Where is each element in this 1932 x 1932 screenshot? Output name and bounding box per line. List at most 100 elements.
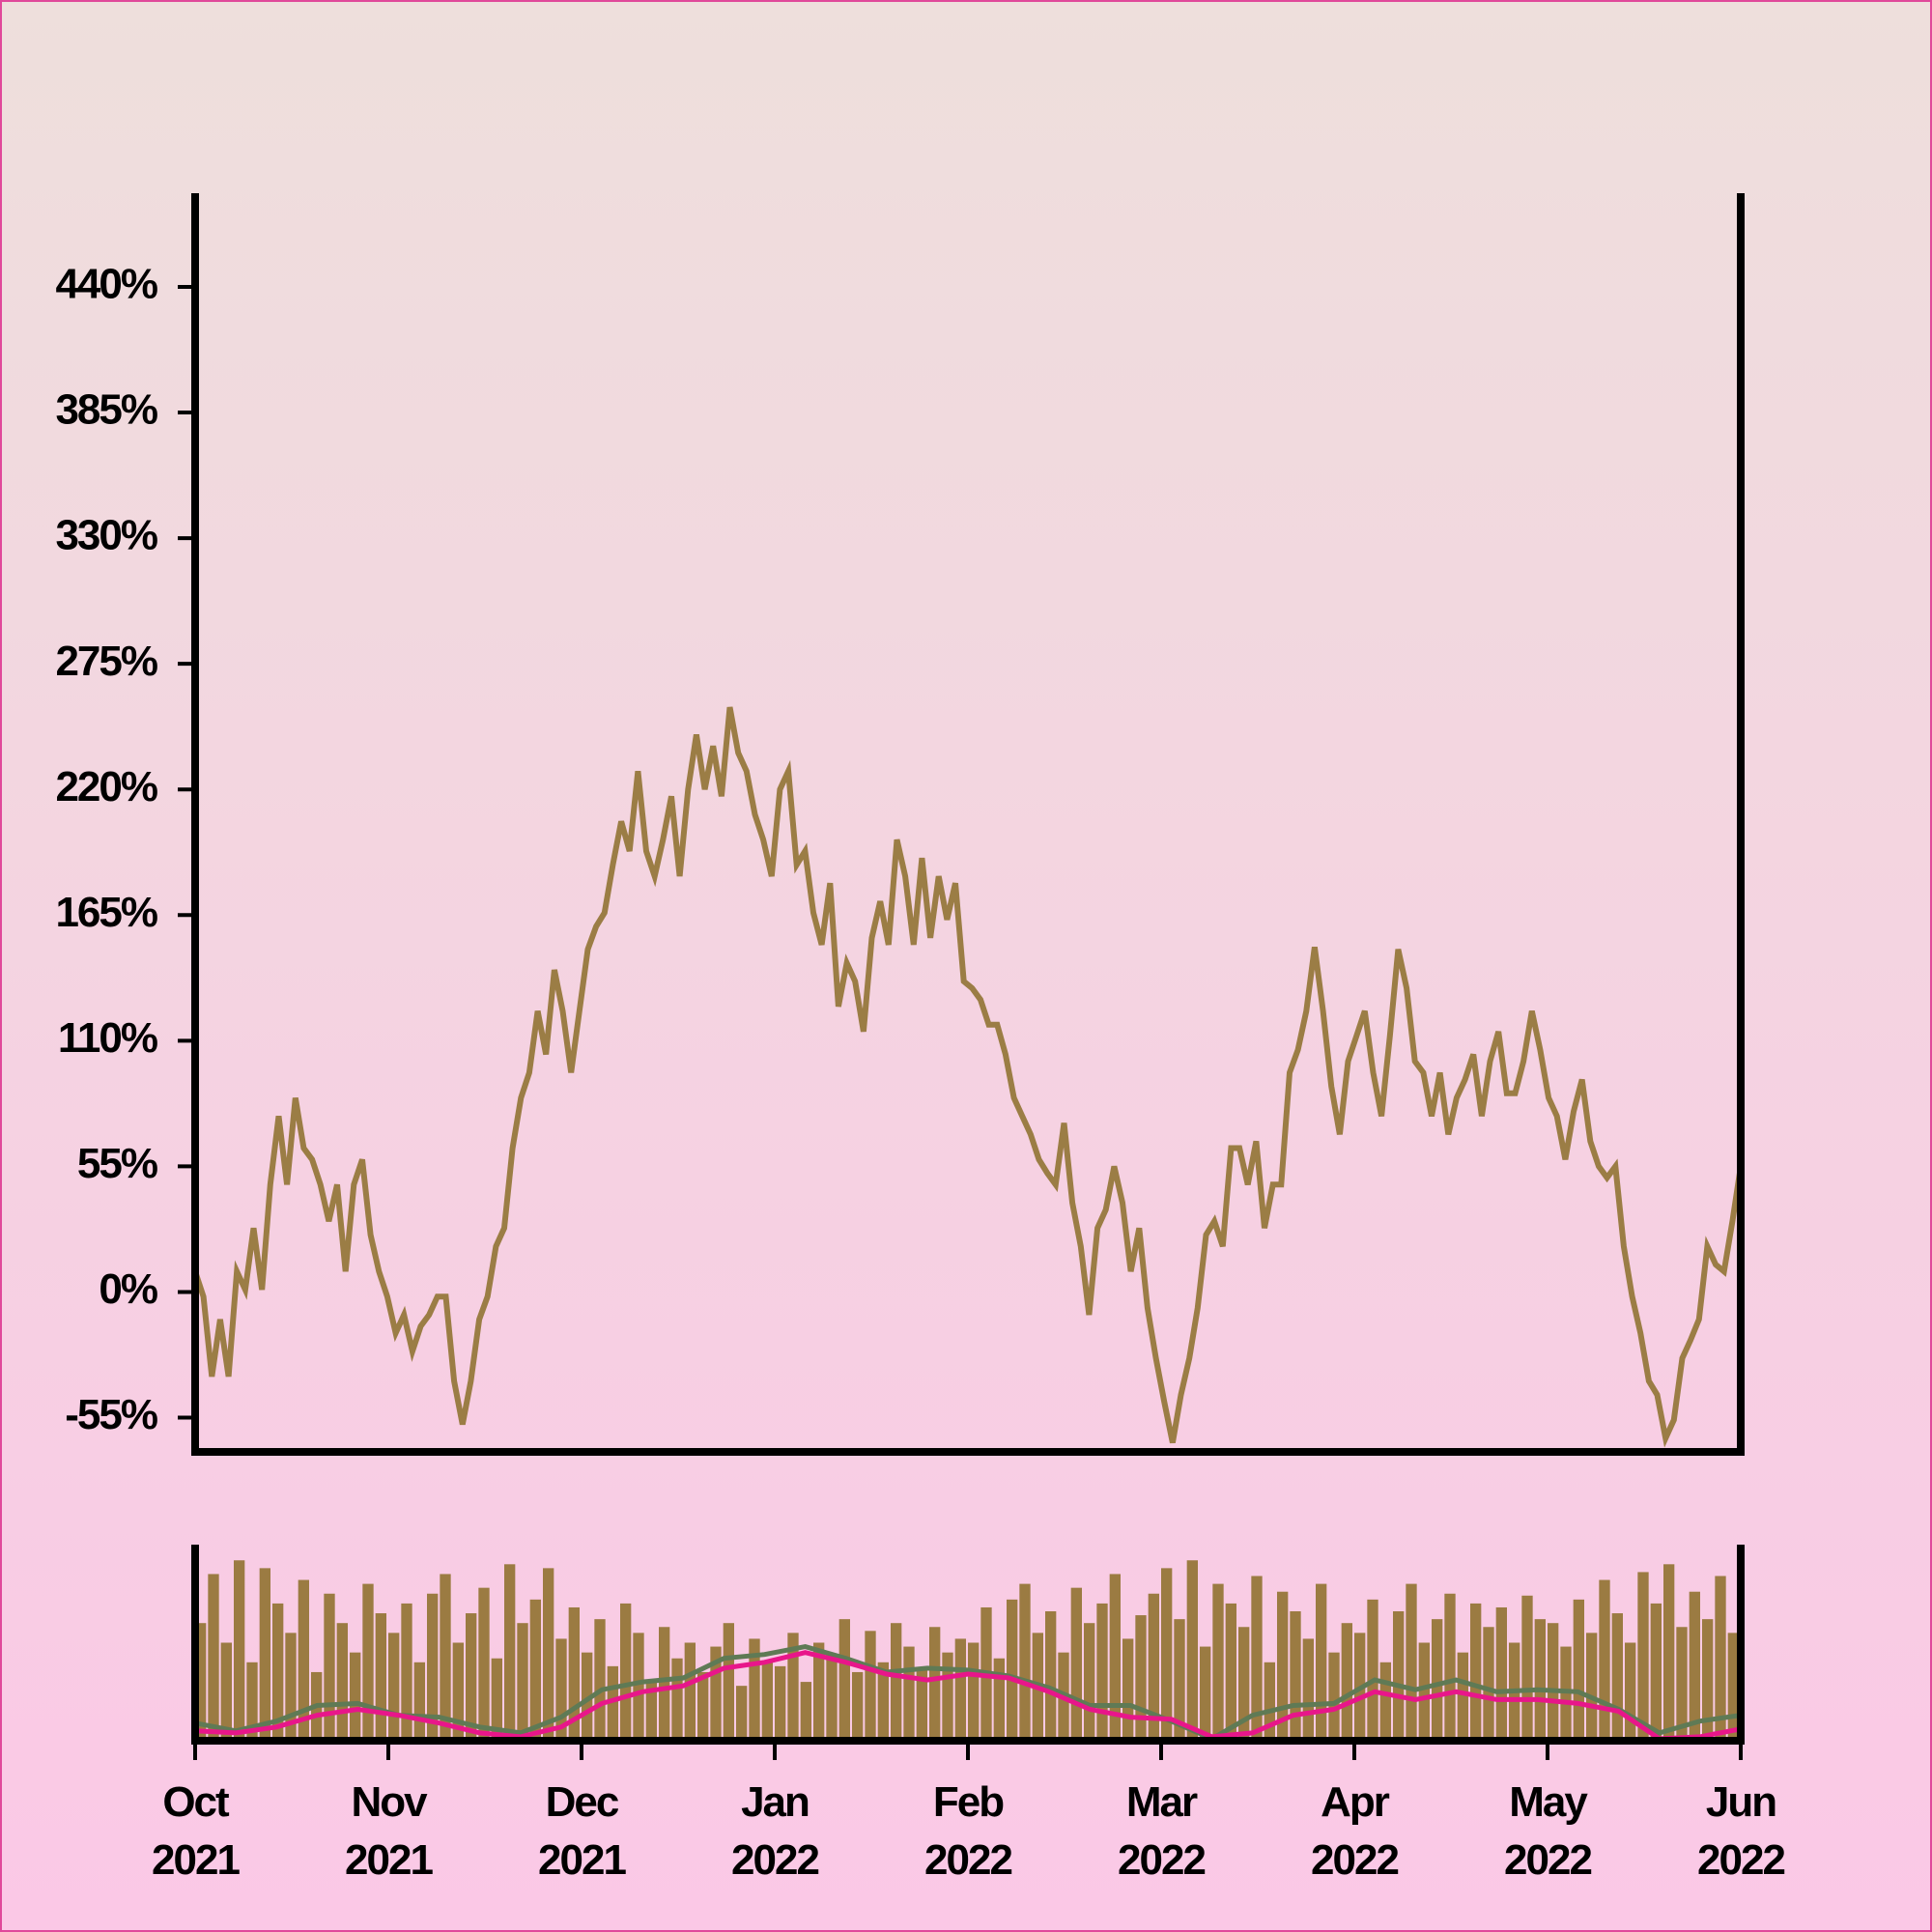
volume-bar [903, 1646, 915, 1741]
y-tick-label: 165% [55, 889, 156, 936]
volume-bar [1676, 1627, 1688, 1741]
volume-bar [440, 1574, 451, 1741]
volume-bar [582, 1652, 593, 1741]
volume-bar [195, 1623, 207, 1741]
volume-bar [208, 1574, 219, 1741]
x-tick-label-line: 2022 [924, 1836, 1011, 1884]
volume-bar [1084, 1623, 1095, 1741]
x-tick-label: Jan 2022 [731, 1778, 818, 1884]
volume-bar [659, 1627, 670, 1741]
volume-bar [736, 1686, 748, 1741]
x-tick-label-line: 2021 [345, 1836, 433, 1884]
volume-bar [1109, 1574, 1121, 1741]
volume-bar [1186, 1560, 1198, 1741]
x-tick-label: May 2022 [1504, 1778, 1591, 1884]
volume-bar [1573, 1599, 1584, 1741]
volume-bar [891, 1623, 902, 1741]
volume-bar [633, 1633, 644, 1741]
volume-bar [1135, 1615, 1147, 1741]
volume-bar [723, 1623, 734, 1741]
volume-bar [272, 1603, 284, 1741]
volume-bar [916, 1669, 927, 1741]
volume-bar [645, 1682, 657, 1741]
volume-bar [1200, 1646, 1211, 1741]
volume-bar [993, 1658, 1005, 1741]
volume-bar [1470, 1603, 1482, 1741]
volume-bar [710, 1646, 722, 1741]
volume-bar [1521, 1595, 1533, 1741]
volume-bar [1727, 1633, 1739, 1741]
volume-bar [1225, 1603, 1236, 1741]
volume-bar [336, 1623, 348, 1741]
volume-bar [826, 1654, 838, 1741]
volume-bar [1367, 1599, 1378, 1741]
x-tick-label-line: Jan [741, 1778, 809, 1826]
moving-average [194, 1644, 1742, 1742]
volume-bar [1148, 1593, 1159, 1741]
volume-bar [568, 1606, 580, 1741]
volume-bar [1702, 1619, 1714, 1741]
volume-bar [1611, 1613, 1623, 1741]
volume-bar [775, 1665, 786, 1741]
volume-bar [350, 1652, 361, 1741]
volume-bar [1277, 1591, 1289, 1741]
volume-bar [1238, 1627, 1250, 1741]
y-tick-label: 440% [55, 261, 156, 308]
volume-bar [1534, 1619, 1546, 1741]
volume-bar [607, 1665, 618, 1741]
y-tick-label: 110% [58, 1014, 157, 1062]
x-tick-label: Jun 2022 [1697, 1778, 1784, 1884]
volume-bar [466, 1613, 477, 1741]
y-tick-label: 0% [99, 1265, 156, 1313]
volume-bar [1122, 1638, 1134, 1741]
volume-bar [1019, 1583, 1031, 1741]
volume-bar [362, 1583, 374, 1741]
volume-bar [1096, 1603, 1108, 1741]
volume-bar [1586, 1633, 1598, 1741]
volume-bar [852, 1671, 864, 1741]
volume-bar [1548, 1623, 1559, 1741]
volume-bar [942, 1652, 953, 1741]
volume-bar [749, 1638, 760, 1741]
volume-bar [594, 1619, 606, 1741]
x-tick-label-line: 2021 [152, 1836, 240, 1884]
volume-bar [452, 1642, 464, 1741]
volume-bar [1715, 1576, 1726, 1741]
volume-bar [1406, 1583, 1417, 1741]
volume-bar [1007, 1599, 1018, 1741]
volume-bar [1045, 1611, 1057, 1741]
y-tick-label: 385% [55, 386, 156, 434]
volume-bar [413, 1662, 425, 1741]
x-tick-label: Oct 2021 [152, 1778, 240, 1884]
x-tick-label-line: Mar [1126, 1778, 1198, 1826]
volume-bar [1483, 1627, 1494, 1741]
x-tick-label: Feb 2022 [924, 1778, 1011, 1884]
volume-bar [1174, 1619, 1185, 1741]
volume-bar [671, 1658, 683, 1741]
price-line [192, 706, 1744, 1448]
volume-bar [1663, 1564, 1675, 1741]
x-tick-label: Dec 2021 [538, 1778, 626, 1884]
volume-bar [1161, 1568, 1173, 1741]
volume-bar [491, 1658, 502, 1741]
volume-bar [324, 1593, 335, 1741]
y-tick-label: 275% [55, 638, 156, 685]
volume-bar [1495, 1606, 1507, 1741]
volume-bar [1418, 1642, 1430, 1741]
x-tick-label-line: 2022 [731, 1836, 818, 1884]
axes [191, 193, 1745, 1456]
volume-bar [1689, 1591, 1700, 1741]
volume-bar [1637, 1572, 1649, 1741]
volume-bar [1328, 1652, 1340, 1741]
volume-bar [1625, 1642, 1636, 1741]
volume-bar [1560, 1646, 1572, 1741]
y-tick-label: -55% [65, 1391, 157, 1438]
volume-bar [388, 1633, 400, 1741]
volume-bar [1457, 1652, 1468, 1741]
volume-bar [684, 1642, 696, 1741]
volume-bar [517, 1623, 528, 1741]
volume-bar [529, 1599, 541, 1741]
x-tick-label: Nov 2021 [345, 1778, 433, 1884]
